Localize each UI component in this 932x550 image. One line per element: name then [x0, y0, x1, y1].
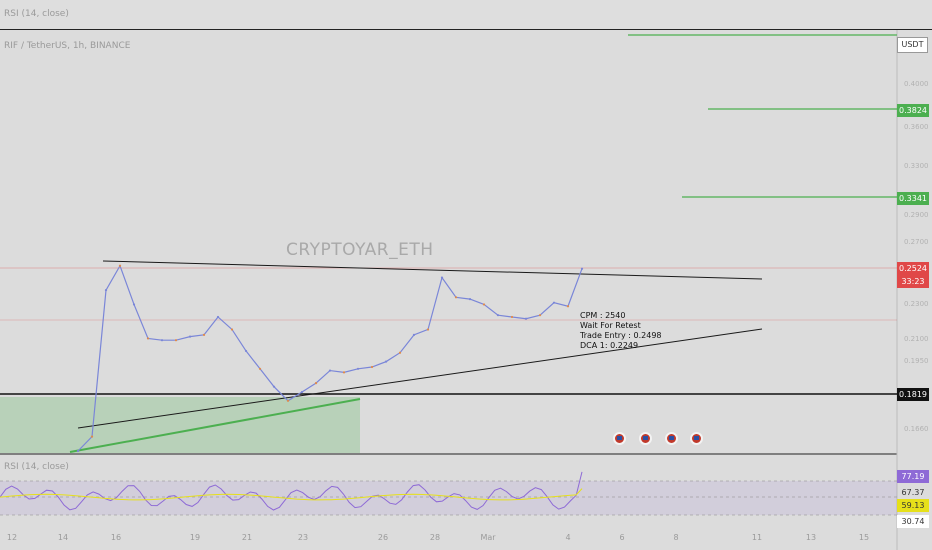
annotation-line: Trade Entry : 0.2498 [580, 331, 662, 340]
price-point [244, 349, 248, 353]
price-point [356, 367, 360, 370]
trade-annotation: CPM : 2540 Wait For Retest Trade Entry :… [580, 311, 662, 351]
target-price-badge: 0.3341 [897, 192, 929, 205]
price-point [286, 399, 290, 402]
rsi-ma-line [0, 488, 583, 501]
price-point [216, 315, 220, 319]
price-point [258, 367, 262, 370]
green-trendline [69, 398, 361, 453]
price-tick: 0.2100 [904, 335, 929, 343]
demand-zone [0, 397, 360, 453]
time-tick: 12 [6, 533, 18, 542]
price-point [104, 289, 108, 292]
countdown-badge: 33:23 [897, 275, 929, 288]
price-tick: 0.2300 [904, 300, 929, 308]
price-point [342, 371, 346, 374]
price-tick: 0.1660 [904, 425, 929, 433]
target-price-badge: 0.3824 [897, 104, 929, 117]
price-point [146, 337, 150, 340]
price-tick: 0.1950 [904, 357, 929, 365]
price-point [566, 305, 570, 308]
time-tick: 14 [57, 533, 69, 542]
price-tick: 0.2700 [904, 238, 929, 246]
price-point [468, 297, 472, 301]
price-point [132, 303, 136, 306]
price-point [188, 335, 192, 338]
time-tick: 23 [297, 533, 309, 542]
time-tick: 16 [110, 533, 122, 542]
price-point [398, 351, 402, 354]
rsi-lower-label: 30.74 [897, 515, 929, 528]
time-tick: 21 [241, 533, 253, 542]
price-point [118, 264, 122, 267]
price-point [314, 381, 318, 385]
time-tick: 15 [858, 533, 870, 542]
price-point [510, 315, 514, 319]
price-point [524, 317, 528, 320]
rsi-ma-badge: 59.13 [897, 499, 929, 512]
indicator-title: RSI (14, close) [4, 9, 69, 19]
rsi-upper-label: 67.37 [901, 488, 925, 497]
price-point [230, 328, 234, 331]
price-point [412, 333, 416, 336]
time-tick: 19 [189, 533, 201, 542]
price-point [426, 328, 430, 331]
support-price-badge: 0.1819 [897, 388, 929, 401]
symbol-label: RIF / TetherUS, 1h, BINANCE [4, 41, 131, 51]
last-price-badge: 0.2524 [897, 262, 929, 275]
price-point [552, 301, 556, 304]
indicator-header: RSI (14, close) [0, 0, 932, 30]
price-tick: 0.3600 [904, 123, 929, 131]
price-point [538, 314, 542, 317]
price-point [440, 276, 444, 279]
price-point [328, 369, 332, 372]
price-point [384, 360, 388, 363]
rsi-value-badge: 77.19 [897, 470, 929, 483]
price-point [272, 385, 276, 388]
annotation-line: Wait For Retest [580, 321, 641, 330]
time-tick: 4 [565, 533, 571, 542]
rsi-label: RSI (14, close) [4, 462, 69, 472]
price-point [482, 303, 486, 306]
resistance-trendline [102, 260, 763, 280]
time-tick: 11 [751, 533, 763, 542]
currency-button[interactable]: USDT [897, 37, 928, 53]
support-trendline [77, 328, 763, 429]
price-point [160, 339, 164, 342]
rsi-band [0, 481, 897, 515]
price-point [76, 449, 80, 453]
price-point [300, 390, 304, 394]
us-flag-icon[interactable] [613, 432, 626, 445]
price-tick: 0.4000 [904, 80, 929, 88]
price-point [90, 435, 94, 438]
time-tick: Mar [480, 533, 496, 542]
time-tick: 13 [805, 533, 817, 542]
price-point [370, 365, 374, 369]
time-tick: 26 [377, 533, 389, 542]
price-point [202, 333, 206, 336]
annotation-line: DCA 1: 0.2249 [580, 341, 639, 350]
time-tick: 6 [619, 533, 625, 542]
price-point [454, 296, 458, 299]
price-point [174, 339, 178, 342]
us-flag-icon[interactable] [690, 432, 703, 445]
rsi-line [0, 471, 583, 511]
watermark: CRYPTOYAR_ETH [286, 240, 434, 260]
price-point [496, 314, 500, 317]
us-flag-icon[interactable] [639, 432, 652, 445]
price-tick: 0.2900 [904, 211, 929, 219]
time-tick: 8 [673, 533, 679, 542]
price-tick: 0.3300 [904, 162, 929, 170]
us-flag-icon[interactable] [665, 432, 678, 445]
price-point [580, 267, 584, 270]
time-tick: 28 [429, 533, 441, 542]
annotation-line: CPM : 2540 [580, 311, 626, 320]
